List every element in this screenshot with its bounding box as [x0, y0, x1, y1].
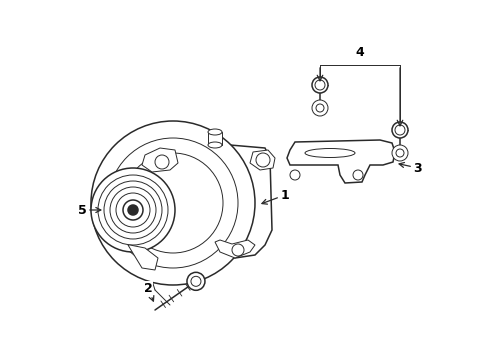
Ellipse shape — [207, 142, 222, 148]
Circle shape — [98, 175, 168, 245]
Polygon shape — [249, 150, 274, 170]
Polygon shape — [128, 245, 158, 270]
Text: 5: 5 — [78, 203, 101, 216]
Circle shape — [104, 181, 162, 239]
Circle shape — [394, 125, 404, 135]
Polygon shape — [286, 140, 394, 183]
Circle shape — [352, 170, 362, 180]
Circle shape — [186, 272, 204, 290]
Circle shape — [395, 149, 403, 157]
Circle shape — [108, 138, 238, 268]
Ellipse shape — [207, 129, 222, 135]
Polygon shape — [130, 145, 229, 183]
Circle shape — [311, 100, 327, 116]
Circle shape — [391, 145, 407, 161]
Ellipse shape — [305, 149, 354, 158]
Circle shape — [289, 170, 299, 180]
Text: 2: 2 — [143, 282, 154, 301]
Circle shape — [315, 104, 324, 112]
Polygon shape — [207, 132, 222, 145]
Circle shape — [391, 122, 407, 138]
Circle shape — [123, 153, 223, 253]
Circle shape — [128, 205, 138, 215]
Circle shape — [311, 77, 327, 93]
Circle shape — [314, 80, 325, 90]
Circle shape — [123, 200, 142, 220]
Polygon shape — [127, 165, 215, 268]
Circle shape — [231, 244, 244, 256]
Polygon shape — [213, 145, 271, 258]
Circle shape — [191, 276, 201, 286]
Text: 4: 4 — [355, 45, 364, 59]
Text: 1: 1 — [262, 189, 289, 204]
Text: 3: 3 — [398, 162, 422, 175]
Circle shape — [110, 187, 156, 233]
Circle shape — [91, 121, 254, 285]
Polygon shape — [142, 148, 178, 172]
Circle shape — [116, 193, 150, 227]
Circle shape — [256, 153, 269, 167]
Polygon shape — [215, 240, 254, 258]
Circle shape — [91, 168, 175, 252]
Circle shape — [155, 155, 169, 169]
